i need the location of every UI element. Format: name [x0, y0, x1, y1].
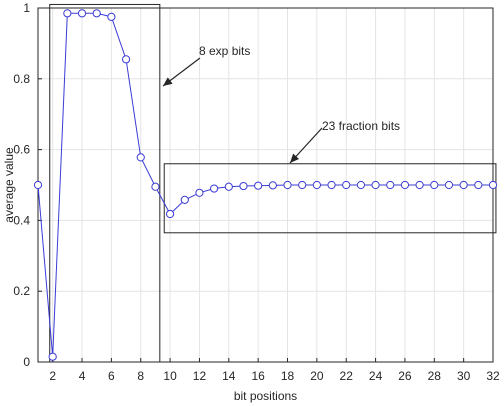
data-point	[415, 180, 424, 190]
data-point	[121, 55, 131, 64]
annotation-label: 8 exp bits	[199, 44, 250, 58]
x-tick-label: 6	[108, 369, 115, 383]
data-point	[283, 180, 292, 190]
data-point	[92, 9, 101, 18]
data-point	[298, 180, 307, 190]
annotation-label: 23 fraction bits	[322, 119, 400, 133]
x-tick-label: 10	[163, 369, 177, 383]
data-point	[488, 180, 498, 190]
y-axis-label: average value	[2, 147, 16, 223]
x-tick-label: 2	[49, 369, 56, 383]
annotation-box	[163, 163, 497, 234]
data-point	[77, 9, 87, 18]
data-point	[430, 180, 439, 190]
data-point	[327, 180, 336, 190]
annotation-boxes: 8 exp bits 23 fraction bits	[49, 3, 497, 363]
x-tick-label: 24	[369, 369, 383, 383]
y-tick-label: 0.6	[13, 143, 30, 157]
series-line	[37, 12, 493, 357]
y-tick-label: 0.2	[13, 284, 30, 298]
x-tick-label: 12	[193, 369, 207, 383]
x-tick-label: 26	[398, 369, 412, 383]
y-tick-label: 0.8	[13, 72, 30, 86]
x-axis-label: bit positions	[234, 389, 297, 403]
data-point	[195, 188, 204, 197]
data-series	[33, 9, 498, 361]
data-point	[63, 9, 72, 18]
data-point	[356, 180, 366, 190]
data-point	[33, 180, 43, 190]
x-tick-label: 16	[251, 369, 265, 383]
annotation-arrowhead	[163, 77, 173, 86]
data-point	[48, 352, 57, 361]
annotation-arrowhead	[290, 153, 300, 163]
y-tick-label: 1	[23, 1, 30, 15]
x-tick-label: 32	[486, 369, 500, 383]
data-point	[400, 180, 410, 190]
x-tick-label: 4	[79, 369, 86, 383]
data-point	[459, 180, 468, 190]
data-point	[386, 180, 395, 190]
data-point	[474, 180, 483, 190]
y-tick-label: 0	[23, 355, 30, 369]
data-point	[254, 181, 263, 190]
x-tick-label: 20	[310, 369, 324, 383]
axis-ticks: 2 4 6 8 10 12 14 16 18 20 22 24 26 28 30 3200.20.40.60.…	[13, 1, 500, 383]
x-tick-label: 28	[428, 369, 442, 383]
data-point	[268, 181, 277, 190]
x-tick-label: 18	[281, 369, 295, 383]
annotation-box	[49, 3, 161, 363]
data-point	[444, 180, 454, 190]
y-tick-label: 0.4	[13, 213, 30, 227]
data-point	[210, 184, 219, 193]
x-tick-label: 14	[222, 369, 236, 383]
data-point	[371, 180, 380, 190]
data-point	[224, 182, 233, 191]
data-point	[151, 182, 160, 191]
x-tick-label: 8	[137, 369, 144, 383]
data-point	[312, 180, 321, 190]
x-tick-label: 22	[340, 369, 354, 383]
data-point	[165, 209, 175, 219]
data-point	[107, 12, 116, 21]
x-tick-label: 30	[457, 369, 471, 383]
data-point	[342, 180, 351, 190]
data-point	[180, 195, 189, 204]
data-point	[239, 181, 248, 191]
data-point	[136, 153, 145, 162]
